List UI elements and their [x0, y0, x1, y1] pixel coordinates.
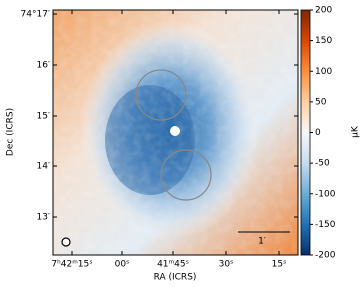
- x-tick-label: 41ᵐ45ˢ: [157, 260, 189, 270]
- y-tick-label: 74°17′: [21, 10, 50, 20]
- region-circle: [160, 149, 212, 201]
- sky-image: [53, 10, 298, 255]
- y-tick-label: 14′: [37, 162, 51, 172]
- colorbar-tick-label: 50: [315, 97, 327, 107]
- beam: [61, 237, 71, 247]
- plot-frame: [52, 9, 299, 256]
- x-tick-label: 15ˢ: [272, 260, 287, 270]
- colorbar-label: μK: [351, 125, 361, 138]
- colorbar-tick-label: 0: [315, 128, 321, 138]
- y-tick-label: 15′: [37, 112, 51, 122]
- x-tick-label: 00ˢ: [115, 260, 130, 270]
- colorbar-tick-label: 100: [315, 67, 332, 77]
- x-tick-label: 7ʰ42ᵐ15ˢ: [51, 260, 92, 270]
- colorbar-tick-label: -150: [315, 220, 336, 230]
- colorbar-tick-label: 150: [315, 36, 332, 46]
- colorbar-tick-label: -100: [315, 189, 336, 199]
- scale-bar-label: 1′: [258, 237, 266, 247]
- y-tick-label: 13′: [37, 213, 51, 223]
- colorbar-tick-label: 200: [315, 6, 332, 16]
- colorbar-tick-label: -50: [315, 159, 330, 169]
- y-axis-label: Dec (ICRS): [6, 108, 16, 156]
- x-tick-label: 30ˢ: [219, 260, 234, 270]
- region-circle: [135, 69, 187, 121]
- x-axis-label: RA (ICRS): [154, 273, 197, 283]
- colorbar: [300, 9, 311, 256]
- y-tick-label: 16′: [37, 61, 51, 71]
- colorbar-tick-label: -200: [315, 251, 336, 261]
